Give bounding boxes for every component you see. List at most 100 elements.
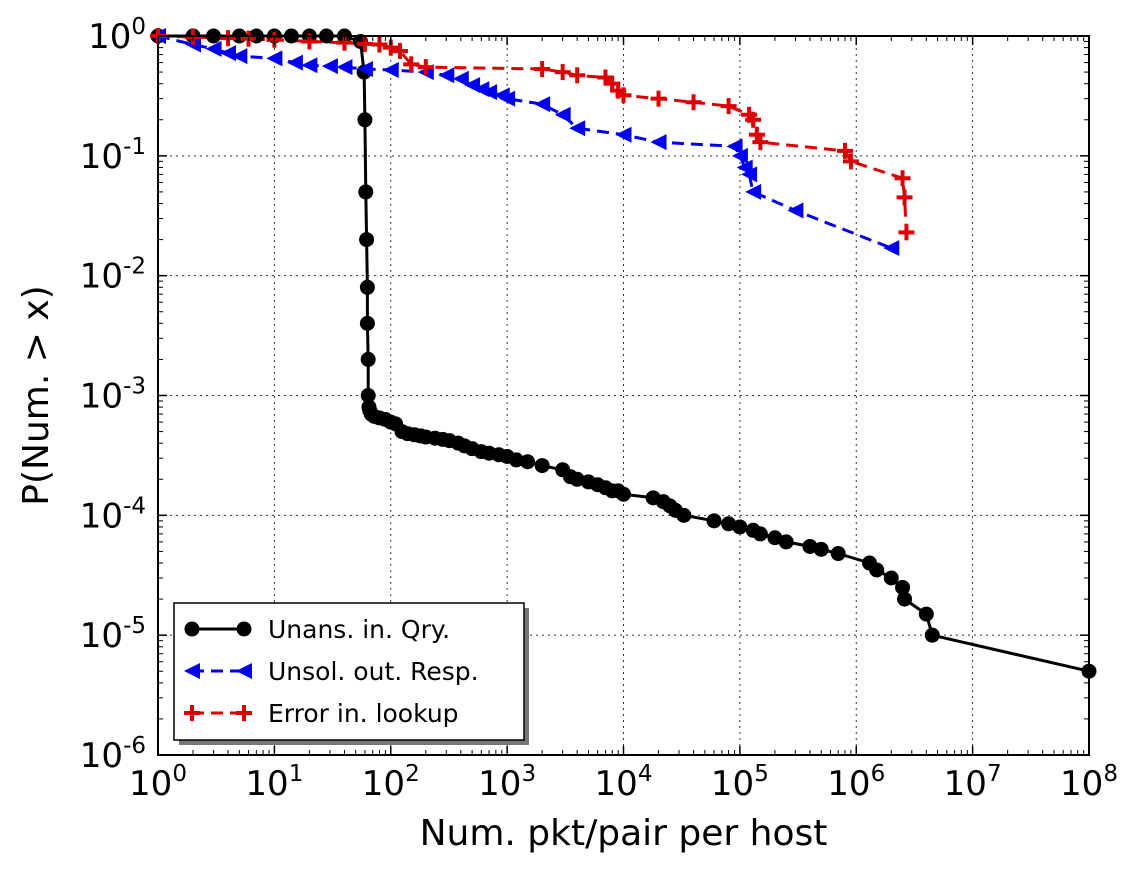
circle-marker xyxy=(813,541,829,557)
y-tick-label: 10-1 xyxy=(80,134,146,177)
circle-marker xyxy=(358,184,374,200)
circle-marker xyxy=(918,606,934,622)
circle-marker xyxy=(359,232,375,248)
plus-marker xyxy=(534,61,551,78)
circle-marker xyxy=(676,507,692,523)
triangle-marker xyxy=(286,54,303,71)
plus-marker xyxy=(752,134,769,151)
circle-marker xyxy=(752,526,768,542)
circle-marker xyxy=(721,516,737,532)
x-tick-label: 103 xyxy=(478,761,536,804)
circle-marker xyxy=(520,454,536,470)
legend-label: Unans. in. Qry. xyxy=(268,615,450,644)
triangle-marker xyxy=(382,62,399,79)
triangle-marker xyxy=(184,663,200,679)
triangle-marker xyxy=(438,67,455,84)
circle-marker xyxy=(534,458,550,474)
plus-marker xyxy=(615,87,632,104)
plus-marker xyxy=(417,59,434,76)
circle-marker xyxy=(895,579,911,595)
triangle-marker xyxy=(452,70,469,87)
plus-marker xyxy=(720,98,737,115)
triangle-marker xyxy=(481,84,498,101)
circle-marker xyxy=(767,530,783,546)
triangle-marker xyxy=(726,138,743,155)
plus-marker xyxy=(896,189,913,206)
x-tick-label: 102 xyxy=(362,761,420,804)
circle-marker xyxy=(869,562,885,578)
triangle-marker xyxy=(499,90,516,107)
triangle-marker xyxy=(741,166,758,183)
triangle-marker xyxy=(787,202,804,219)
circle-marker xyxy=(830,546,846,562)
y-tick-label: 100 xyxy=(88,14,146,57)
series-markers xyxy=(150,28,1097,679)
circle-marker xyxy=(236,621,252,637)
circle-marker xyxy=(883,570,899,586)
x-tick-labels: 100 101 102 103 104 105 106 107 108 xyxy=(129,761,1118,804)
circle-marker xyxy=(924,627,940,643)
circle-marker xyxy=(616,486,631,502)
triangle-marker xyxy=(220,45,237,62)
circle-marker xyxy=(732,519,748,535)
legend-label: Unsol. out. Resp. xyxy=(268,657,479,686)
y-tick-label: 10-6 xyxy=(80,733,146,776)
plus-marker xyxy=(685,94,702,111)
series-line-unsol-out-resp xyxy=(157,34,892,250)
circle-marker xyxy=(184,621,200,637)
triangle-marker xyxy=(356,61,373,78)
x-tick-label: 100 xyxy=(129,761,187,804)
plus-marker xyxy=(236,705,252,721)
circle-marker xyxy=(897,591,913,607)
triangle-marker xyxy=(236,663,252,679)
x-tick-label: 106 xyxy=(827,761,885,804)
axis-ticks xyxy=(157,35,1090,756)
triangle-marker xyxy=(554,106,571,123)
circle-marker xyxy=(360,388,376,403)
legend-label: Error in. lookup xyxy=(268,699,459,728)
plus-marker xyxy=(836,142,853,159)
x-tick-label: 107 xyxy=(944,761,1002,804)
plus-marker xyxy=(403,56,420,73)
x-tick-label: 104 xyxy=(595,761,653,804)
triangle-marker xyxy=(731,147,748,164)
x-axis-label: Num. pkt/pair per host xyxy=(420,813,828,854)
triangle-marker xyxy=(205,40,222,57)
y-axis-label: P(Num. > x) xyxy=(16,285,57,505)
x-tick-label: 105 xyxy=(711,761,769,804)
plus-marker xyxy=(569,67,586,84)
triangle-marker xyxy=(569,120,586,137)
triangle-marker xyxy=(650,134,667,151)
triangle-marker xyxy=(266,50,283,67)
triangle-marker xyxy=(336,59,353,76)
plus-marker xyxy=(391,42,408,59)
circle-marker xyxy=(706,513,722,529)
triangle-marker xyxy=(745,183,762,200)
y-tick-label: 10-4 xyxy=(80,493,146,536)
plus-marker xyxy=(650,90,667,107)
circle-marker xyxy=(357,112,373,128)
triangle-marker xyxy=(321,58,338,75)
plus-marker xyxy=(894,170,911,187)
x-tick-label: 108 xyxy=(1060,761,1118,804)
triangle-marker xyxy=(615,126,632,143)
circle-marker xyxy=(802,538,818,554)
circle-marker xyxy=(508,452,524,468)
triangle-marker xyxy=(231,48,248,65)
plus-marker xyxy=(898,224,915,241)
circle-marker xyxy=(569,471,585,487)
triangle-marker xyxy=(883,240,900,257)
plus-marker xyxy=(184,705,200,721)
plus-marker xyxy=(554,64,571,81)
circle-marker xyxy=(359,315,375,331)
triangle-marker xyxy=(301,57,318,74)
y-tick-labels: 100 10-1 10-2 10-3 10-4 10-5 10-6 xyxy=(80,14,146,776)
circle-marker xyxy=(778,534,794,550)
y-tick-label: 10-3 xyxy=(80,374,146,417)
circle-marker xyxy=(360,351,376,367)
x-tick-label: 101 xyxy=(245,761,303,804)
y-tick-label: 10-5 xyxy=(80,613,146,656)
legend: Unans. in. Qry. Unsol. out. Resp. Error in… xyxy=(173,602,529,745)
series-line-error-in-lookup xyxy=(157,34,908,233)
